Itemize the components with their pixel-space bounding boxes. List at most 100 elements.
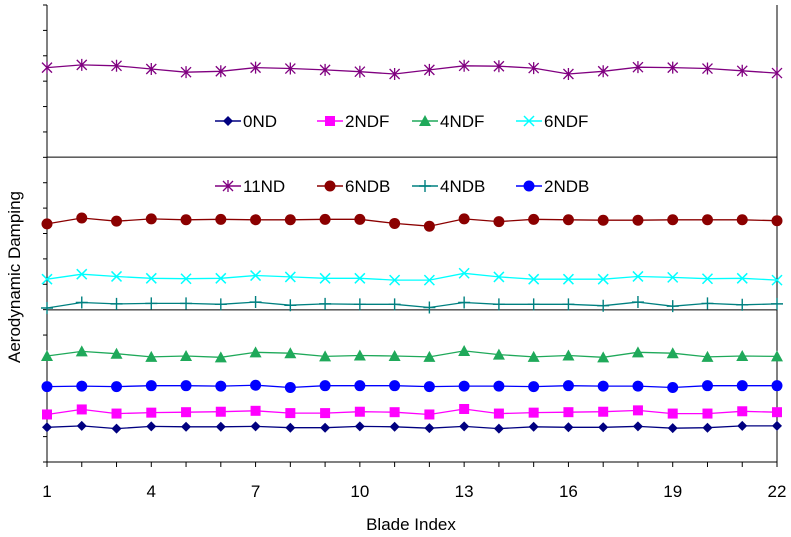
data-point-6ndf xyxy=(736,272,748,284)
data-point-2ndb xyxy=(354,380,366,392)
data-point-11nd xyxy=(180,66,192,79)
series-line-11nd xyxy=(46,64,778,75)
data-point-6ndf xyxy=(110,270,123,282)
data-point-4ndb xyxy=(597,299,610,312)
data-point-0nd xyxy=(181,421,192,432)
data-point-4ndf xyxy=(597,351,610,363)
data-point-4ndb xyxy=(527,298,540,311)
data-point-2ndb xyxy=(215,380,227,392)
data-point-0nd xyxy=(424,423,435,434)
data-point-2ndb xyxy=(632,380,644,392)
data-point-6ndb xyxy=(76,212,88,224)
data-point-11nd xyxy=(667,61,679,74)
data-point-2ndf xyxy=(389,407,400,418)
data-point-4ndf xyxy=(562,349,575,361)
series-6ndb xyxy=(41,212,783,232)
data-point-6ndf xyxy=(771,274,783,286)
legend-swatch-marker xyxy=(419,180,431,192)
data-point-0nd xyxy=(737,420,748,431)
legend-swatch-marker xyxy=(325,116,335,126)
series-0nd xyxy=(42,420,782,434)
data-point-0nd xyxy=(667,423,678,434)
data-point-2ndf xyxy=(737,406,748,417)
data-point-4ndb xyxy=(319,297,332,310)
series-layer xyxy=(41,58,783,434)
data-point-6ndf xyxy=(701,273,714,285)
data-point-0nd xyxy=(528,421,539,432)
legend-item-0nd: 0ND xyxy=(215,112,277,131)
legend-label: 4NDF xyxy=(440,112,484,131)
data-point-0nd xyxy=(146,421,157,432)
data-point-4ndb xyxy=(492,298,505,311)
legend-swatch-marker xyxy=(419,115,431,126)
data-point-6ndb xyxy=(771,215,783,227)
data-point-2ndf xyxy=(215,406,226,417)
series-2ndf xyxy=(42,403,782,420)
data-point-4ndf xyxy=(527,350,540,362)
data-point-11nd xyxy=(771,67,783,80)
data-point-6ndb xyxy=(562,214,574,226)
data-point-4ndf xyxy=(492,348,505,360)
data-point-0nd xyxy=(111,423,122,434)
data-point-11nd xyxy=(389,68,401,81)
data-point-11nd xyxy=(284,62,296,75)
data-point-2ndf xyxy=(493,408,504,419)
legend-label: 2NDF xyxy=(345,112,389,131)
x-tick-label: 7 xyxy=(251,482,260,501)
data-point-6ndf xyxy=(145,272,157,284)
data-point-6ndf xyxy=(597,273,609,285)
data-point-4ndb xyxy=(214,298,227,311)
data-point-2ndb xyxy=(76,380,88,392)
data-point-11nd xyxy=(423,63,435,76)
series-4ndb xyxy=(41,296,783,314)
legend-label: 2NDB xyxy=(544,177,589,196)
data-point-0nd xyxy=(459,421,470,432)
data-point-4ndf xyxy=(388,349,401,361)
data-point-2ndb xyxy=(389,380,401,392)
data-point-2ndb xyxy=(597,380,609,392)
data-point-0nd xyxy=(632,421,643,432)
legend-swatch-marker xyxy=(523,115,535,127)
legend-item-2ndf: 2NDF xyxy=(317,112,389,131)
data-point-2ndf xyxy=(42,409,52,420)
data-point-6ndf xyxy=(284,271,296,283)
data-point-4ndf xyxy=(701,350,714,362)
data-point-0nd xyxy=(76,420,87,431)
data-point-11nd xyxy=(458,59,470,72)
x-tick-label: 10 xyxy=(350,482,369,501)
data-point-6ndb xyxy=(250,214,262,226)
data-point-6ndf xyxy=(354,272,366,284)
data-point-4ndf xyxy=(180,349,193,361)
data-point-2ndf xyxy=(320,408,331,419)
legend-label: 6NDB xyxy=(345,177,390,196)
data-point-11nd xyxy=(597,65,609,78)
data-point-4ndf xyxy=(736,349,749,361)
data-point-4ndb xyxy=(180,297,193,310)
data-point-6ndb xyxy=(389,217,401,229)
data-point-6ndb xyxy=(597,214,609,226)
data-point-4ndf xyxy=(41,349,53,361)
data-point-11nd xyxy=(111,59,122,72)
data-point-4ndf xyxy=(631,346,644,358)
y-axis-title: Aerodynamic Damping xyxy=(5,191,24,363)
data-point-0nd xyxy=(250,421,261,432)
data-point-6ndf xyxy=(423,274,435,286)
legend-label: 6NDF xyxy=(544,112,588,131)
data-point-4ndb xyxy=(110,297,123,310)
data-point-4ndb xyxy=(562,298,575,311)
data-point-6ndb xyxy=(632,214,644,226)
data-point-11nd xyxy=(354,65,366,78)
data-point-6ndb xyxy=(41,218,53,230)
data-point-11nd xyxy=(528,62,540,75)
data-point-2ndb xyxy=(284,382,296,394)
data-point-4ndb xyxy=(353,298,366,311)
data-point-2ndf xyxy=(563,407,574,418)
data-point-0nd xyxy=(563,422,574,433)
x-tick-label: 13 xyxy=(455,482,474,501)
data-point-11nd xyxy=(493,60,505,73)
data-point-4ndf xyxy=(319,350,332,362)
data-point-4ndb xyxy=(771,297,783,310)
data-point-6ndf xyxy=(562,273,574,285)
data-point-4ndf xyxy=(353,349,366,361)
data-point-2ndb xyxy=(701,380,713,392)
